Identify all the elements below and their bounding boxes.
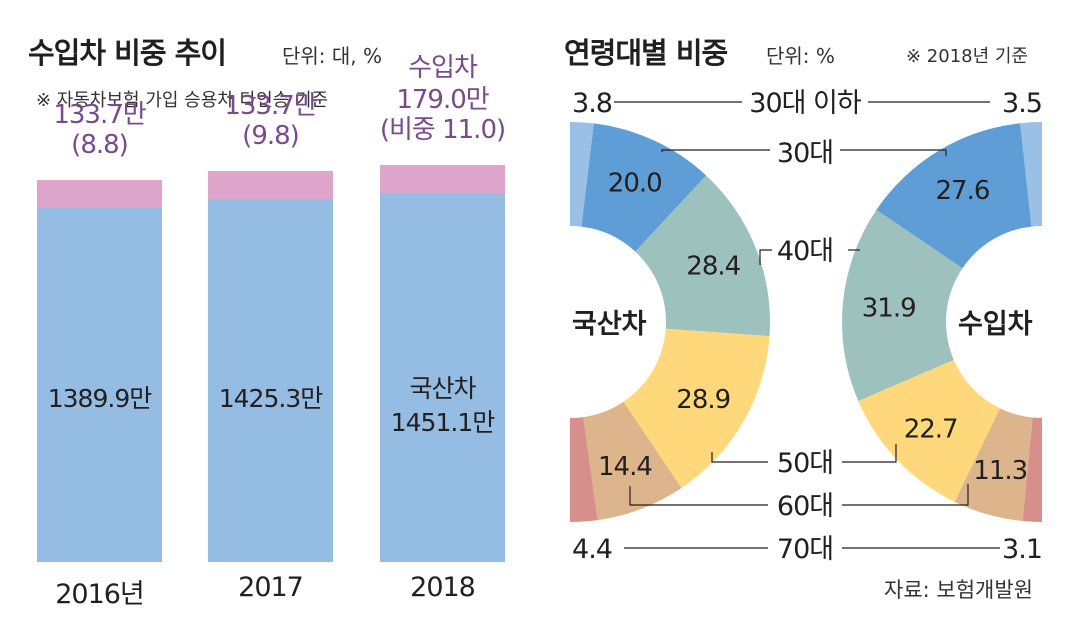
- domestic-series-label: 국산차: [409, 374, 476, 403]
- import-center-label: 수입차: [958, 309, 1033, 340]
- import-segment-value: 31.9: [862, 294, 916, 324]
- leader-line: [759, 249, 772, 265]
- bar-import: [37, 180, 162, 209]
- age-category-label: 70대: [777, 534, 833, 565]
- import-share-label: (9.8): [242, 121, 300, 152]
- bar-chart-note: ※ 자동차보험 가입 승용차 다인승 기준: [36, 90, 329, 111]
- bar-domestic: [37, 208, 162, 562]
- age-category-label: 60대: [777, 491, 833, 522]
- bar-domestic: [380, 192, 505, 562]
- leader-line: [711, 452, 768, 463]
- leader-line: [842, 444, 897, 463]
- age-category-label: 40대: [777, 236, 833, 267]
- domestic-value-label: 1451.1만: [390, 408, 495, 437]
- leader-line: [842, 484, 969, 506]
- import-share-label: (비중 11.0): [379, 114, 506, 145]
- import-share-label: (8.8): [71, 130, 129, 161]
- age-category-label: 30대 이하: [749, 88, 862, 119]
- donut-chart-title: 연령대별 비중: [564, 36, 728, 70]
- age-category-label: 50대: [777, 448, 833, 479]
- domestic-segment-value: 14.4: [598, 452, 652, 482]
- domestic-segment-value: 3.8: [572, 88, 612, 119]
- donut-segment-5: [583, 401, 682, 521]
- donut-segment-2: [876, 123, 1032, 269]
- domestic-segment-value: 20.0: [608, 168, 662, 198]
- donut-segment-6: [570, 417, 598, 522]
- donut-segment-4: [858, 359, 1001, 502]
- import-series-label: 수입차: [408, 52, 478, 83]
- donut-chart-unit: 단위: %: [766, 44, 835, 68]
- domestic-value-label: 1389.9만: [47, 384, 152, 413]
- year-tick-label: 2017: [238, 572, 304, 603]
- leader-line: [661, 149, 770, 152]
- import-segment-value: 3.1: [1002, 534, 1042, 565]
- donut-segment-4: [623, 328, 770, 489]
- import-value-label: 179.0만: [396, 84, 489, 115]
- import-segment-value: 11.3: [973, 456, 1027, 486]
- domestic-center-label: 국산차: [572, 309, 647, 340]
- donut-chart-note: ※ 2018년 기준: [906, 46, 1029, 67]
- domestic-segment-value: 28.9: [676, 385, 730, 415]
- import-value-label: 133.7만: [53, 100, 146, 131]
- bar-chart-plot: 133.7만 (8.8) 1389.9만 2016년 133.7만 (9.8) 1425.3…: [37, 52, 506, 610]
- source-note: 자료: 보험개발원: [884, 578, 1033, 602]
- donut-segment-1: [570, 122, 594, 227]
- domestic-segment-value: 4.4: [572, 534, 612, 565]
- donut-segment-3: [635, 175, 770, 337]
- leader-line: [629, 486, 768, 506]
- import-segment-value: 27.6: [935, 176, 989, 206]
- donut-segment-6: [1022, 417, 1042, 522]
- bar-import: [208, 171, 333, 200]
- bar-chart-unit: 단위: 대, %: [282, 44, 383, 68]
- donut-segment-5: [954, 408, 1033, 522]
- domestic-segment-value: 28.4: [686, 251, 740, 281]
- year-tick-label: 2016년: [55, 579, 145, 610]
- bar-import: [380, 164, 505, 193]
- leader-line: [840, 149, 947, 156]
- age-category-label: 30대: [777, 138, 833, 169]
- import-value-label: 133.7만: [224, 91, 317, 122]
- bar-domestic: [208, 199, 333, 562]
- year-tick-label: 2018: [410, 572, 476, 603]
- import-segment-value: 3.5: [1002, 88, 1042, 119]
- import-segment-value: 22.7: [904, 414, 958, 444]
- donut-segment-1: [1020, 122, 1042, 227]
- donut-segment-3: [841, 209, 963, 402]
- domestic-value-label: 1425.3만: [218, 384, 323, 413]
- donut-segment-2: [581, 123, 707, 252]
- bar-chart-title: 수입차 비중 추이: [28, 36, 227, 70]
